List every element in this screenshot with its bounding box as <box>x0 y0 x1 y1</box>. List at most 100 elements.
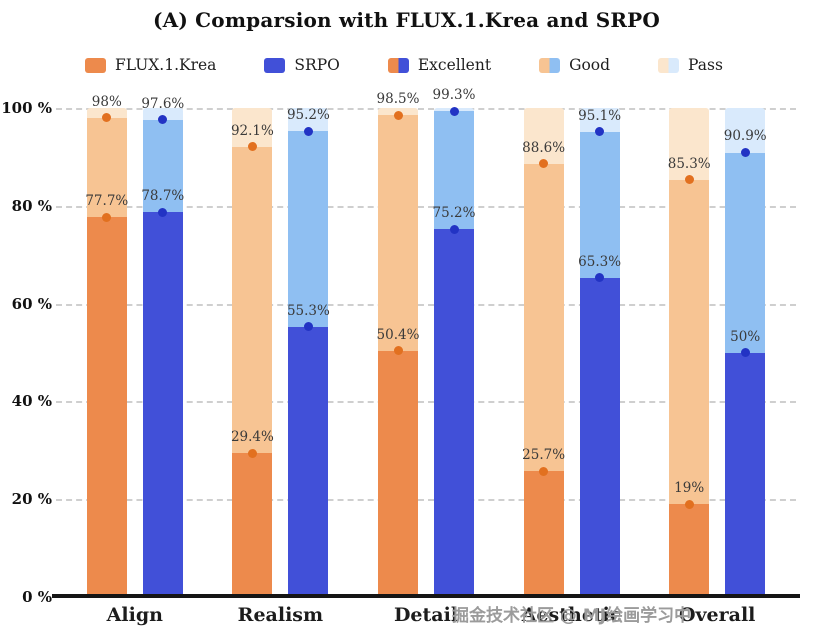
value-label-good: 85.3% <box>667 155 711 172</box>
y-tick-label: 100 % <box>1 99 52 117</box>
marker-dot-good <box>303 126 313 136</box>
marker-dot-excellent <box>158 207 168 217</box>
marker-dot-excellent <box>595 273 605 283</box>
value-label-good: 98% <box>91 93 122 110</box>
marker-dot-good <box>158 115 168 125</box>
segment-good <box>142 119 183 213</box>
value-label-good: 88.6% <box>522 139 566 156</box>
bar-flux-1-krea-overall <box>669 108 710 597</box>
marker-dot-good <box>102 113 112 123</box>
marker-dot-excellent <box>684 499 694 509</box>
bar-flux-1-krea-align <box>86 108 127 597</box>
bar-srpo-aesthetic <box>579 108 620 597</box>
marker-dot-excellent <box>449 224 459 234</box>
value-label-excellent: 50.4% <box>376 326 420 343</box>
y-tick-label: 80 % <box>11 196 52 215</box>
segment-good <box>523 163 564 472</box>
segment-pass <box>142 108 183 120</box>
segment-excellent <box>579 277 620 597</box>
watermark: 掘金技术社区 @ MJ绘画学习中 <box>452 606 692 626</box>
gridline <box>56 205 796 208</box>
segment-excellent <box>669 504 710 597</box>
bar-srpo-realism <box>288 108 329 597</box>
segment-excellent <box>434 229 474 597</box>
x-axis-label-aesthetic: Aesthetic <box>521 604 622 626</box>
legend-item-srpo: SRPO <box>264 56 340 74</box>
segment-excellent <box>86 217 127 597</box>
value-label-good: 95.1% <box>578 107 622 124</box>
segment-good <box>434 111 474 230</box>
marker-dot-good <box>449 106 459 116</box>
segment-good <box>86 117 127 218</box>
value-label-good: 90.9% <box>723 128 767 145</box>
marker-dot-good <box>740 147 750 157</box>
legend-label: FLUX.1.Krea <box>115 56 217 74</box>
x-axis-label-realism: Realism <box>237 604 324 626</box>
segment-good <box>288 131 329 327</box>
legend-item-good: Good <box>539 56 610 74</box>
x-axis-label-overall: Overall <box>678 604 756 626</box>
legend-label: Pass <box>688 56 723 74</box>
segment-excellent <box>232 453 273 597</box>
legend-swatch-icon <box>658 57 680 73</box>
marker-dot-good <box>393 110 403 120</box>
segment-excellent <box>288 326 329 597</box>
value-label-excellent: 29.4% <box>230 429 274 446</box>
y-axis: 0 % 20 % 40 % 60 % 80 % 100 % <box>0 99 52 606</box>
segment-good <box>579 131 620 278</box>
legend-item-excellent: Excellent <box>387 56 492 74</box>
bar-srpo-overall <box>725 108 766 597</box>
legend-label: Good <box>569 56 611 74</box>
plot-area: 77.7% 98% 78.7% 97.6% 29.4% 92.1% 55.3% 95.2% 50… <box>56 87 796 597</box>
segment-good <box>725 152 766 353</box>
value-label-good: 92.1% <box>230 122 274 139</box>
marker-dot-good <box>595 127 605 137</box>
value-label-excellent: 19% <box>674 480 705 497</box>
segment-excellent <box>378 350 418 597</box>
value-label-good: 99.3% <box>432 87 476 104</box>
legend-item-pass: Pass <box>658 56 723 74</box>
x-axis-label-detail: Detail <box>393 604 459 626</box>
bar-flux-1-krea-aesthetic <box>523 108 564 597</box>
segment-pass <box>725 108 766 153</box>
marker-dot-excellent <box>303 322 313 332</box>
value-label-excellent: 55.3% <box>286 302 330 319</box>
y-tick-label: 20 % <box>11 490 52 509</box>
segment-pass <box>232 108 273 147</box>
value-label-excellent: 50% <box>730 328 761 345</box>
bar-srpo-detail <box>434 108 474 597</box>
value-label-good: 95.2% <box>286 107 330 124</box>
value-label-excellent: 65.3% <box>578 253 622 270</box>
value-label-excellent: 77.7% <box>85 193 129 210</box>
marker-dot-excellent <box>393 346 403 356</box>
legend: FLUX.1.Krea SRPO Excellent Good Pass <box>85 52 803 78</box>
segment-pass <box>523 108 564 164</box>
gridline <box>56 108 796 110</box>
value-label-excellent: 75.2% <box>432 205 476 222</box>
segment-good <box>378 115 418 351</box>
legend-swatch-icon <box>387 57 409 73</box>
value-label-good: 98.5% <box>376 91 420 108</box>
segment-excellent <box>142 212 183 597</box>
marker-dot-excellent <box>740 348 750 357</box>
gridline <box>56 499 796 502</box>
x-axis-label-align: Align <box>106 604 163 626</box>
legend-label: SRPO <box>294 56 340 74</box>
legend-swatch-icon <box>539 57 561 73</box>
legend-label: Excellent <box>417 56 492 74</box>
segment-pass <box>669 108 710 180</box>
marker-dot-excellent <box>539 466 549 476</box>
value-label-excellent: 25.7% <box>522 447 566 464</box>
value-label-excellent: 78.7% <box>141 188 185 205</box>
gridline <box>56 401 796 404</box>
gridline <box>56 303 796 306</box>
chart-title: (A) Comparsion with FLUX.1.Krea and SRPO <box>152 8 661 32</box>
segment-good <box>669 179 710 505</box>
segment-good <box>232 146 273 454</box>
segment-pass <box>288 108 329 132</box>
bar-srpo-align <box>142 108 183 597</box>
segment-pass <box>579 108 620 132</box>
segment-pass <box>86 108 127 118</box>
legend-item-flux-1-krea: FLUX.1.Krea <box>85 56 216 74</box>
